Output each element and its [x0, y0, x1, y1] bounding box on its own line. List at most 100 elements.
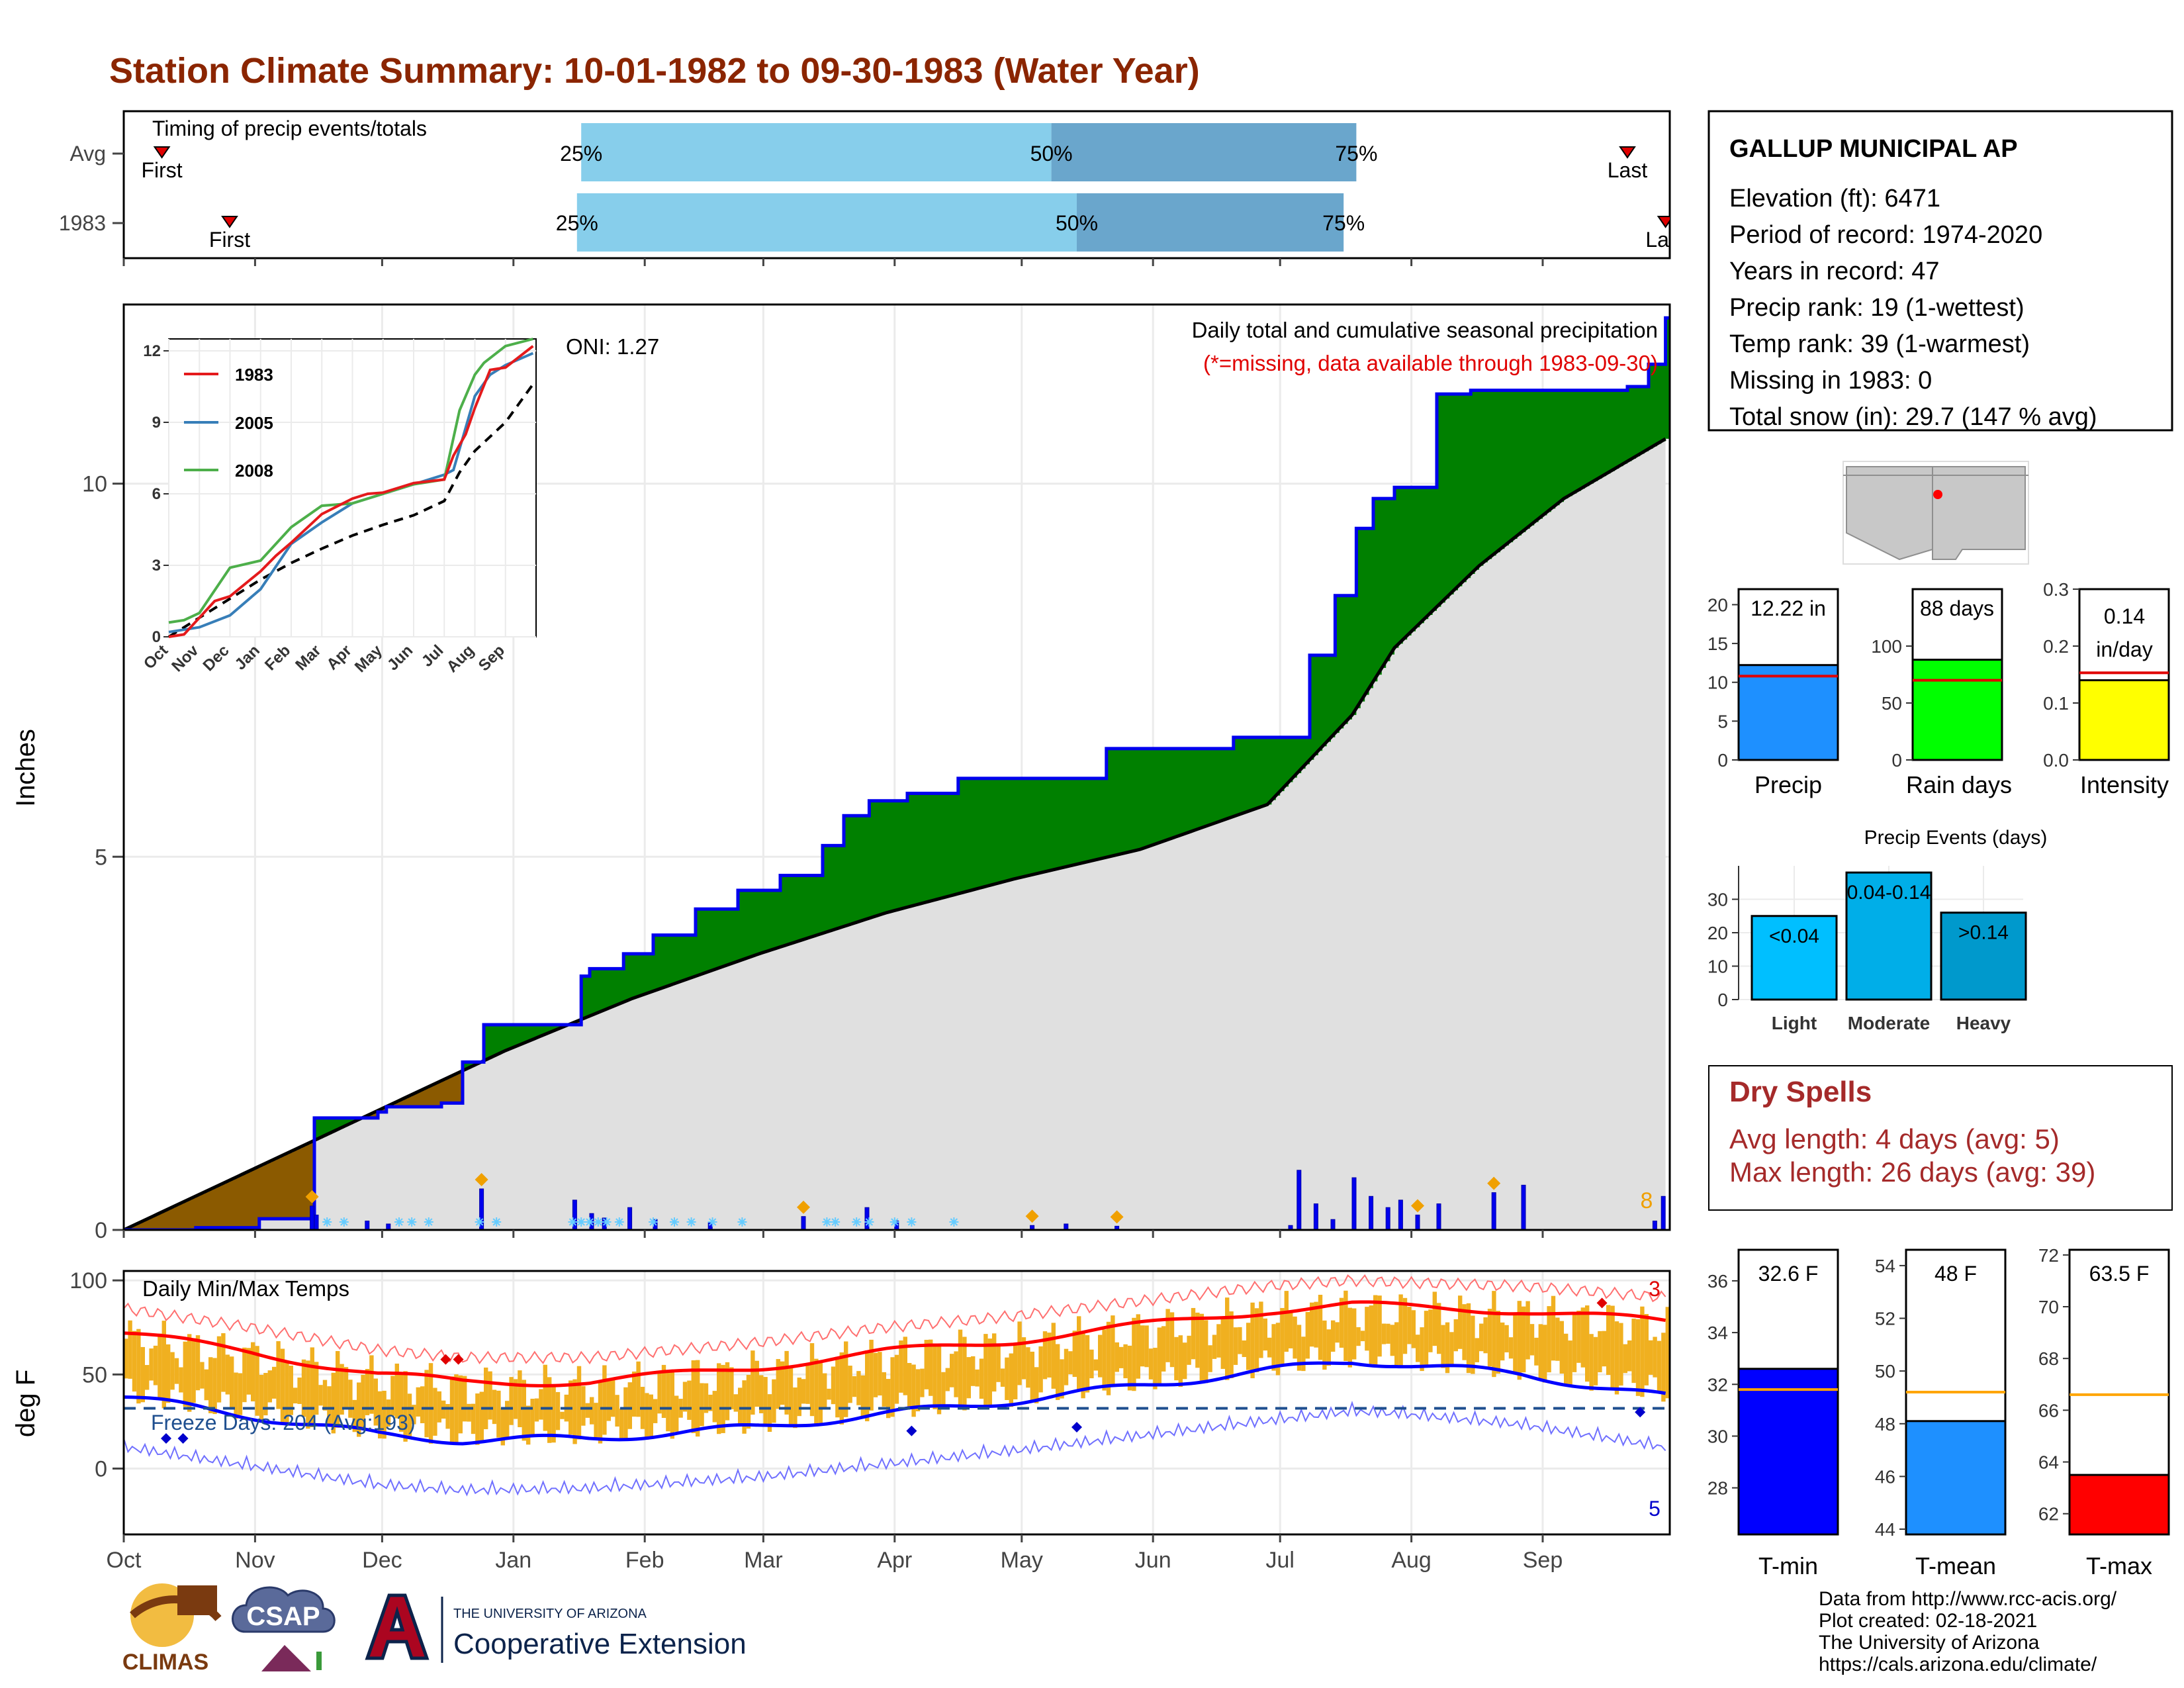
daily-temp-bar — [191, 1338, 196, 1403]
daily-temp-bar — [140, 1346, 145, 1403]
daily-temp-bar — [776, 1359, 780, 1409]
daily-temp-bar — [1555, 1317, 1560, 1361]
daily-temp-bar — [221, 1333, 226, 1392]
daily-temp-bar — [623, 1387, 628, 1441]
daily-temp-bar — [784, 1350, 789, 1415]
inset-ytick-3: 3 — [152, 557, 161, 575]
events-ytick-20: 20 — [1707, 923, 1728, 943]
daily-temp-bar — [212, 1358, 217, 1415]
daily-temp-bar — [153, 1345, 158, 1385]
month-label-oct: Oct — [107, 1548, 142, 1573]
station-snow: Total snow (in): 29.7 (147 % avg) — [1729, 403, 2097, 431]
daily-temp-bar — [1619, 1323, 1623, 1386]
snow-marker — [822, 1217, 832, 1227]
events-category-light: Light — [1772, 1013, 1817, 1033]
daily-temp-bar — [534, 1398, 539, 1422]
daily-temp-bar — [208, 1357, 213, 1413]
daily-precip-bar — [1115, 1225, 1120, 1230]
month-label-mar: Mar — [744, 1548, 783, 1573]
temp-summary-charts: 32.6 F T-min 28 30 32 34 36 48 F T-mean 44 46… — [1707, 1245, 2170, 1579]
daily-temp-bar — [1471, 1315, 1475, 1374]
daily-temp-bar — [1487, 1309, 1492, 1367]
credit-plot-created: Plot created: 02-18-2021 — [1819, 1610, 2037, 1632]
daily-temp-bar — [1229, 1311, 1234, 1379]
intensity-bar-label: Intensity — [2080, 771, 2169, 798]
climas-logo[interactable]: CLIMAS — [122, 1583, 222, 1675]
daily-temp-bar — [920, 1368, 925, 1397]
daily-temp-bar — [987, 1338, 992, 1405]
daily-temp-bar — [933, 1344, 937, 1409]
daily-temp-bar — [869, 1339, 874, 1411]
daily-temp-bar — [1314, 1301, 1318, 1348]
daily-temp-bar — [759, 1375, 764, 1413]
daily-temp-bar — [433, 1387, 437, 1436]
daily-temp-bar — [696, 1360, 700, 1437]
station-precip-rank: Precip rank: 19 (1-wettest) — [1729, 294, 2025, 322]
daily-temp-bar — [242, 1347, 247, 1403]
daily-temp-bar — [1424, 1311, 1429, 1366]
daily-temp-bar — [809, 1343, 815, 1417]
station-name: GALLUP MUNICIPAL AP — [1729, 135, 2018, 163]
daily-temp-bar — [1115, 1342, 1119, 1372]
tb-max-ticks-label-2: 66 — [2038, 1400, 2059, 1421]
inset-ytick-6: 6 — [152, 485, 161, 503]
intensity-unit-label: in/day — [2096, 637, 2152, 661]
daily-temp-bar — [950, 1354, 954, 1387]
daily-temp-bar — [518, 1370, 522, 1428]
daily-temp-bar — [873, 1352, 878, 1397]
cumulative-precip-line — [124, 316, 1670, 1230]
month-label-may: May — [1001, 1548, 1043, 1573]
snow-marker — [394, 1217, 404, 1227]
daily-temp-bar — [340, 1364, 344, 1415]
timing-row-label-year: 1983 — [59, 211, 106, 235]
inset-average-line — [167, 383, 534, 638]
daily-temp-bar — [1259, 1301, 1263, 1358]
snow-markers — [322, 1217, 959, 1227]
daily-temp-bar — [1352, 1308, 1357, 1360]
daily-temp-bar — [454, 1374, 459, 1444]
snow-marker — [649, 1217, 658, 1227]
inset-chart: 1983 2005 2008 036912OctNovDecJanFebMarA… — [140, 338, 537, 676]
daily-temp-bar — [225, 1354, 230, 1395]
daily-temp-bar — [1191, 1307, 1196, 1360]
snow-marker — [322, 1217, 332, 1227]
daily-temp-bar — [547, 1377, 552, 1443]
daily-temp-bar — [742, 1380, 747, 1434]
daily-temp-bar — [1449, 1332, 1454, 1364]
daily-temp-bar — [1627, 1340, 1632, 1372]
daily-temp-bar — [1437, 1303, 1441, 1354]
daily-temp-bar — [1254, 1308, 1259, 1372]
month-label-sep: Sep — [1523, 1548, 1563, 1573]
daily-temp-bar — [428, 1363, 433, 1444]
daily-precip-bar — [310, 1205, 315, 1230]
snow-marker — [424, 1217, 433, 1227]
timing-year-late-bar — [1077, 193, 1344, 252]
daily-temp-bar — [187, 1334, 192, 1412]
daily-temp-bar — [488, 1371, 492, 1420]
daily-temp-bar — [1394, 1322, 1399, 1368]
daily-temp-bar — [382, 1390, 387, 1439]
temp-ytick-50: 50 — [82, 1362, 107, 1387]
daily-temp-bar — [1161, 1326, 1166, 1372]
daily-temp-bar — [1386, 1323, 1390, 1344]
csap-logo[interactable]: CSAP — [232, 1586, 336, 1671]
events-bar-label-0: <0.04 — [1769, 925, 1819, 947]
daily-temp-bar — [754, 1360, 759, 1407]
temp-record-marker — [906, 1425, 917, 1436]
daily-temp-bar — [361, 1374, 365, 1428]
tb-mean-ticks-label-5: 54 — [1875, 1256, 1895, 1276]
daily-precip-bar — [1385, 1207, 1390, 1230]
daily-temp-bar — [848, 1366, 852, 1403]
temp-frame — [122, 1270, 1671, 1536]
daily-precip-bar — [365, 1220, 370, 1230]
daily-temp-bar — [886, 1379, 891, 1419]
daily-temp-bar — [204, 1369, 208, 1401]
university-arizona-logo[interactable]: THE UNIVERSITY OF ARIZONA Cooperative Ex… — [365, 1593, 747, 1663]
daily-temp-bar — [666, 1372, 670, 1432]
oni-value: ONI: 1.27 — [566, 334, 659, 359]
tmin-bar-ticks: 28 30 32 34 36 — [1707, 1271, 1739, 1499]
daily-temp-bar — [661, 1364, 666, 1419]
sb-rain-ticks-label-2: 100 — [1871, 636, 1902, 657]
events-bar-moderate — [1845, 871, 1933, 1001]
